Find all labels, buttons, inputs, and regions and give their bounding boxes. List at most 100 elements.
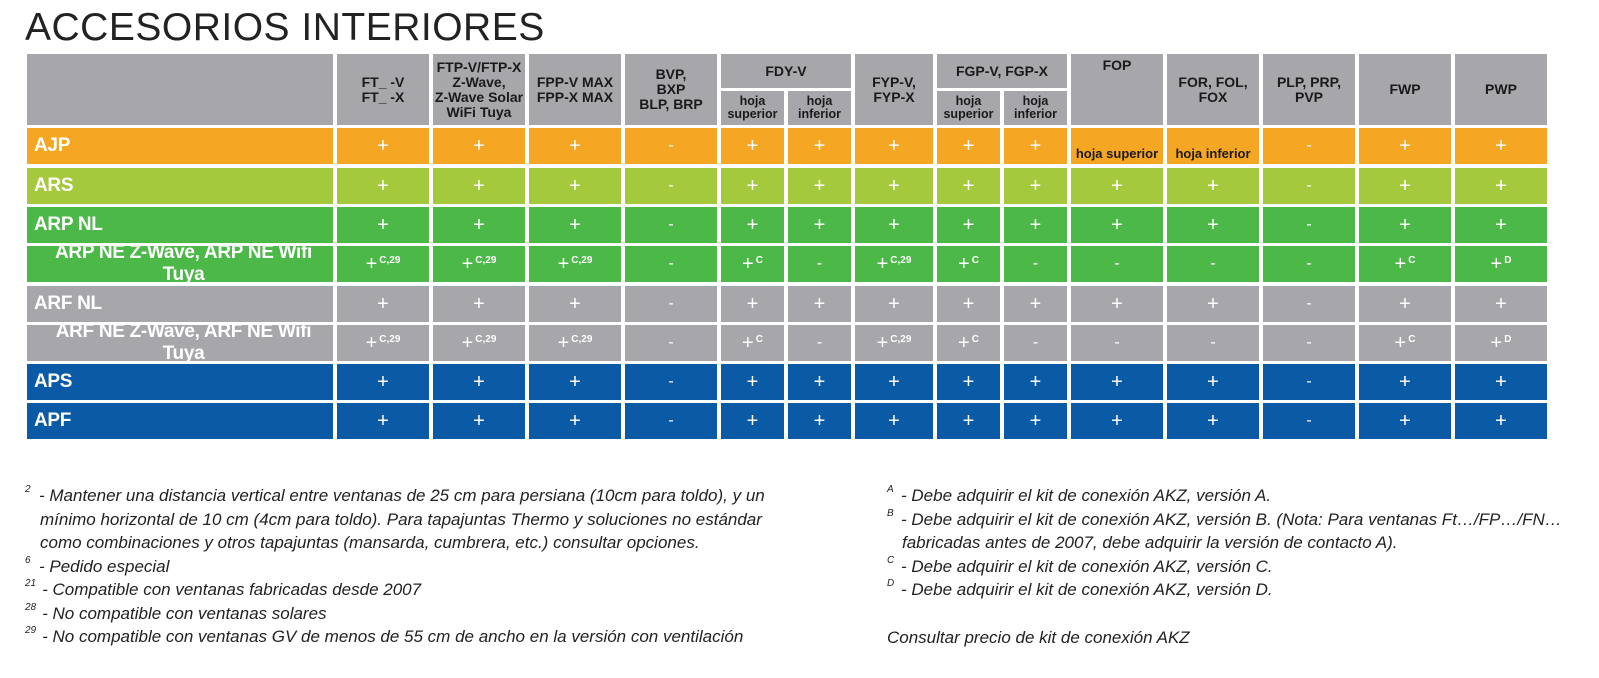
table-cell: + D xyxy=(1455,246,1547,282)
row-label: ARF NL xyxy=(27,286,333,322)
footnote-text: mínimo horizontal de 10 cm (4cm para tol… xyxy=(40,509,762,529)
column-header-0: FT_ -V FT_ -X xyxy=(337,54,429,125)
footnote-line: C - Debe adquirir el kit de conexión AKZ,… xyxy=(887,555,1567,579)
row-label: ARS xyxy=(27,168,333,204)
cell-superscript: C xyxy=(1408,333,1416,345)
footnote-text: - Debe adquirir el kit de conexión AKZ, … xyxy=(901,556,1273,576)
row-label: ARP NE Z-Wave, ARP NE Wifi Tuya xyxy=(27,242,333,285)
cell-symbol: + xyxy=(958,331,970,354)
table-cell: + xyxy=(1455,128,1547,164)
table-cell: + xyxy=(529,168,621,204)
cell-symbol: + xyxy=(962,370,975,393)
table-cell: + xyxy=(337,128,429,164)
header-line: BLP, BRP xyxy=(639,96,703,112)
cell-symbol: + xyxy=(569,213,581,236)
cell-symbol: + xyxy=(557,331,570,354)
header-line: inferior xyxy=(1013,107,1058,121)
cell-symbol: + xyxy=(473,213,485,236)
table-cell: - xyxy=(788,325,851,361)
cell-superscript: C,29 xyxy=(379,254,401,266)
table-cell: + xyxy=(1359,168,1451,204)
footnote-text: - Debe adquirir el kit de conexión AKZ, … xyxy=(901,580,1273,599)
cell-symbol: - xyxy=(1306,412,1312,429)
cell-symbol: + xyxy=(888,174,900,197)
column-subheader: hoja inferior xyxy=(788,91,851,125)
column-header-5: FYP-V, FYP-X xyxy=(855,54,933,125)
cell-symbol: + xyxy=(365,252,378,275)
table-cell: + xyxy=(1071,168,1163,204)
table-cell: + xyxy=(721,286,784,322)
column-subheader: hoja superior xyxy=(721,91,784,125)
cell-symbol: + xyxy=(557,252,570,275)
cell-symbol: - xyxy=(1306,216,1312,233)
cell-symbol: + xyxy=(1111,370,1123,393)
table-cell: + D xyxy=(1455,325,1547,361)
row-label: AJP xyxy=(27,128,333,164)
cell-symbol: + xyxy=(813,213,826,236)
column-header-9: PLP, PRP, PVP xyxy=(1263,54,1355,125)
cell-symbol: - xyxy=(1114,255,1120,272)
cell-symbol: - xyxy=(668,216,674,233)
cell-symbol: - xyxy=(816,334,823,351)
cell-symbol: + xyxy=(1207,213,1219,236)
table-cell: - xyxy=(625,364,717,400)
cell-symbol: + xyxy=(377,134,389,157)
table-cell: + xyxy=(337,403,429,439)
cell-symbol: - xyxy=(1306,373,1312,390)
table-cell: + xyxy=(1004,168,1067,204)
table-cell: + xyxy=(721,364,784,400)
cell-symbol: + xyxy=(1111,213,1123,236)
cell-superscript: C xyxy=(971,254,979,266)
table-cell: + xyxy=(855,207,933,243)
table-cell: + C xyxy=(1359,325,1451,361)
header-line: FOR, FOL, xyxy=(1178,73,1248,90)
cell-symbol: - xyxy=(668,412,674,429)
cell-symbol: - xyxy=(668,334,674,351)
cell-symbol: + xyxy=(473,174,485,197)
cell-symbol: + xyxy=(876,252,889,275)
cell-symbol: - xyxy=(1210,255,1216,272)
table-cell: + C,29 xyxy=(855,325,933,361)
cell-superscript: C,29 xyxy=(890,333,912,345)
footnote-mark: 21 xyxy=(25,578,37,589)
table-cell: + xyxy=(1167,286,1259,322)
cell-symbol: + xyxy=(962,213,975,236)
header-line: hoja xyxy=(955,94,982,108)
cell-superscript: D xyxy=(1504,333,1512,345)
table-cell: - xyxy=(1071,246,1163,282)
cell-symbol: + xyxy=(1111,174,1123,197)
table-cell: + xyxy=(433,403,525,439)
footnote-text: - Mantener una distancia vertical entre … xyxy=(39,486,765,505)
cell-symbol: - xyxy=(668,137,674,154)
table-cell: + xyxy=(788,286,851,322)
table-cell: + xyxy=(337,207,429,243)
table-cell: + xyxy=(337,364,429,400)
table-cell: + xyxy=(529,286,621,322)
header-line: FPP-V MAX xyxy=(536,73,614,90)
table-cell: + C,29 xyxy=(433,246,525,282)
cell-superscript: C xyxy=(755,333,763,345)
cell-symbol: + xyxy=(746,213,759,236)
cell-symbol: + xyxy=(377,213,389,236)
footnote-mark: 6 xyxy=(25,554,31,566)
footnote-line: 29 - No compatible con ventanas GV de men… xyxy=(25,625,845,649)
column-header-2: FPP-V MAX FPP-X MAX xyxy=(529,54,621,125)
cell-symbol: + xyxy=(569,174,581,197)
cell-symbol: + xyxy=(962,409,975,432)
cell-symbol: + xyxy=(473,292,485,315)
table-cell: - xyxy=(1004,246,1067,282)
table-cell: - xyxy=(1263,128,1355,164)
table-cell: + xyxy=(937,286,1000,322)
footnote-line: B - Debe adquirir el kit de conexión AKZ,… xyxy=(887,508,1567,532)
cell-symbol: + xyxy=(746,409,759,432)
table-cell: hoja superior xyxy=(1071,128,1163,164)
footnotes-left: 2 - Mantener una distancia vertical entre… xyxy=(25,484,845,649)
table-cell: + xyxy=(337,168,429,204)
table-cell: + xyxy=(788,364,851,400)
cell-symbol: + xyxy=(569,409,581,432)
cell-symbol: + xyxy=(461,331,474,354)
table-cell: - xyxy=(625,325,717,361)
column-subheader: hoja inferior xyxy=(1004,91,1067,125)
footnote-mark: 2 xyxy=(25,484,31,495)
cell-superscript: C,29 xyxy=(571,254,593,266)
